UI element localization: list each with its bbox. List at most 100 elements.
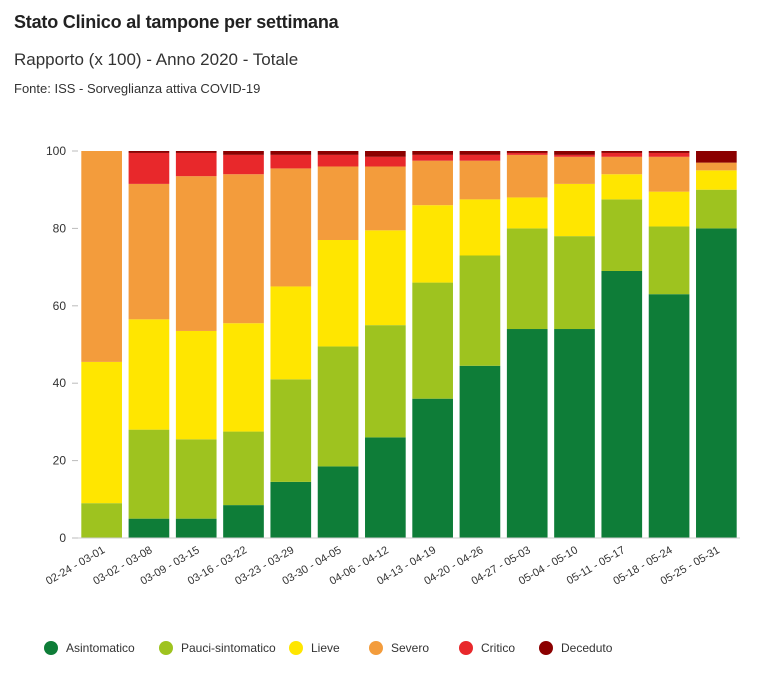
legend-swatch — [369, 641, 383, 655]
bar-segment-lieve — [128, 319, 170, 430]
bar-segment-critico — [601, 152, 643, 157]
bar-segment-deceduto — [601, 151, 643, 153]
bar-segment-deceduto — [459, 151, 501, 155]
bar-segment-pauci-sintomatico — [317, 346, 359, 467]
bar-segment-asintomatico — [223, 505, 264, 538]
legend-label: Critico — [481, 641, 516, 655]
bar-segment-deceduto — [412, 151, 453, 155]
legend-swatch — [289, 641, 303, 655]
bar-segment-severo — [175, 176, 217, 331]
bar-segment-lieve — [459, 199, 501, 256]
bar-segment-lieve — [223, 323, 264, 432]
bar-segment-pauci-sintomatico — [175, 439, 217, 519]
bar-segment-deceduto — [648, 151, 690, 153]
bar-segment-deceduto — [270, 151, 312, 155]
y-tick-label: 20 — [53, 454, 67, 468]
bar-segment-deceduto — [506, 151, 548, 153]
bar-segment-lieve — [648, 191, 690, 227]
bar-segment-critico — [506, 152, 548, 155]
y-tick-label: 100 — [46, 144, 66, 158]
legend-item[interactable]: Deceduto — [539, 641, 639, 655]
bar-segment-pauci-sintomatico — [554, 236, 595, 330]
bar-segment-asintomatico — [317, 466, 359, 538]
bar-segment-severo — [412, 160, 453, 206]
bar-segment-critico — [128, 152, 170, 184]
bar-segment-asintomatico — [270, 481, 312, 538]
legend-swatch — [159, 641, 173, 655]
bar-segment-asintomatico — [128, 518, 170, 538]
bar-segment-severo — [81, 151, 122, 362]
bar-segment-severo — [696, 162, 737, 171]
bar-segment-lieve — [317, 240, 359, 347]
bar-segment-critico — [223, 154, 264, 175]
legend-label: Asintomatico — [66, 641, 135, 655]
bar-segment-lieve — [412, 205, 453, 283]
y-tick-label: 40 — [53, 376, 67, 390]
bar-segment-lieve — [696, 170, 737, 190]
legend-item[interactable]: Severo — [369, 641, 459, 655]
bar-segment-severo — [270, 168, 312, 287]
chart-subtitle: Rapporto (x 100) - Anno 2020 - Totale — [14, 50, 299, 69]
bar-segment-lieve — [506, 197, 548, 229]
y-tick-label: 60 — [53, 299, 67, 313]
bar-segment-pauci-sintomatico — [270, 379, 312, 482]
bar-segment-deceduto — [223, 151, 264, 155]
legend-label: Deceduto — [561, 641, 613, 655]
bar-segment-asintomatico — [412, 398, 453, 538]
bar-segment-severo — [128, 183, 170, 320]
bar-segment-severo — [365, 166, 406, 231]
bar-segment-critico — [365, 156, 406, 167]
bar-segment-lieve — [554, 183, 595, 237]
bar-segment-deceduto — [696, 151, 737, 163]
legend-label: Severo — [391, 641, 430, 655]
legend-swatch — [459, 641, 473, 655]
chart-source: Fonte: ISS - Sorveglianza attiva COVID-1… — [14, 81, 261, 96]
bar-segment-critico — [648, 152, 690, 157]
bar-segment-severo — [601, 156, 643, 175]
bar-segment-asintomatico — [365, 437, 406, 538]
bar-segment-deceduto — [175, 151, 217, 153]
bar-segment-asintomatico — [554, 329, 595, 538]
legend-item[interactable]: Pauci-sintomatico — [159, 641, 289, 655]
bar-segment-pauci-sintomatico — [459, 255, 501, 366]
bar-segment-critico — [412, 154, 453, 161]
legend-label: Pauci-sintomatico — [181, 641, 276, 655]
bar-segment-lieve — [601, 174, 643, 200]
bar-segment-asintomatico — [175, 518, 217, 538]
bar-segment-asintomatico — [506, 329, 548, 538]
bar-segment-critico — [459, 154, 501, 161]
bar-segment-critico — [317, 154, 359, 167]
bar-segment-pauci-sintomatico — [128, 429, 170, 519]
bar-segment-asintomatico — [696, 228, 737, 538]
bar-segment-severo — [223, 174, 264, 324]
bar-segment-pauci-sintomatico — [412, 282, 453, 399]
bar-segment-pauci-sintomatico — [696, 189, 737, 229]
bar-segment-lieve — [175, 330, 217, 440]
bar-segment-deceduto — [317, 151, 359, 155]
bar-segment-lieve — [270, 286, 312, 380]
y-tick-label: 0 — [59, 531, 66, 545]
bar-segment-critico — [270, 154, 312, 169]
bar-segment-severo — [554, 156, 595, 184]
bar-segment-severo — [459, 160, 501, 200]
legend-item[interactable]: Asintomatico — [44, 641, 159, 655]
bar-segment-severo — [317, 166, 359, 241]
legend-item[interactable]: Critico — [459, 641, 539, 655]
bar-segment-asintomatico — [648, 294, 690, 538]
bar-segment-pauci-sintomatico — [223, 431, 264, 506]
bar-segment-lieve — [81, 361, 122, 504]
bar-segment-pauci-sintomatico — [601, 199, 643, 271]
bar-segment-severo — [506, 154, 548, 198]
bar-segment-severo — [648, 156, 690, 192]
legend-swatch — [539, 641, 553, 655]
bar-segment-pauci-sintomatico — [365, 325, 406, 438]
legend-item[interactable]: Lieve — [289, 641, 369, 655]
bar-segment-pauci-sintomatico — [506, 228, 548, 330]
bar-segment-asintomatico — [459, 365, 501, 538]
bar-segment-deceduto — [365, 151, 406, 157]
bar-segment-asintomatico — [601, 270, 643, 538]
bar-segment-critico — [554, 154, 595, 157]
chart-legend: Asintomatico Pauci-sintomatico Lieve Severo… — [44, 641, 639, 655]
chart-title: Stato Clinico al tampone per settimana — [14, 12, 339, 32]
